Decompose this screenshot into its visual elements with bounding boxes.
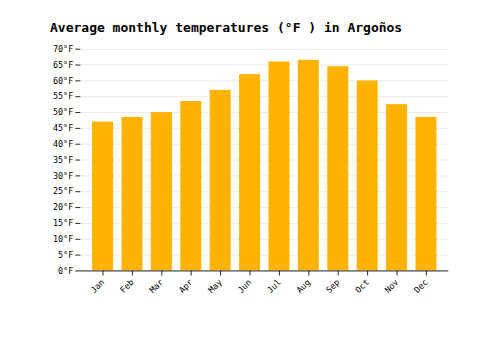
svg-text:55°F: 55°F	[53, 91, 73, 101]
svg-text:May: May	[206, 277, 224, 295]
html-text:Average monthly temperatures (: Average monthly temperatures (°F ) in Ar…	[50, 20, 403, 35]
svg-text:Apr: Apr	[177, 277, 195, 295]
svg-text:10°F: 10°F	[53, 234, 73, 244]
svg-text:15°F: 15°F	[53, 218, 73, 228]
svg-text:50°F: 50°F	[53, 107, 73, 117]
svg-text:Sep: Sep	[324, 277, 342, 295]
svg-text:5°F: 5°F	[58, 250, 73, 260]
svg-text:35°F: 35°F	[53, 155, 73, 165]
svg-text:30°F: 30°F	[53, 171, 73, 181]
svg-text:Feb: Feb	[118, 277, 136, 295]
svg-text:Mar: Mar	[147, 277, 165, 295]
svg-text:Oct: Oct	[353, 277, 371, 295]
svg-text:Aug: Aug	[294, 277, 312, 295]
svg-text:Jan: Jan	[89, 277, 107, 295]
svg-text:20°F: 20°F	[53, 202, 73, 212]
svg-text:Jun: Jun	[236, 277, 254, 295]
svg-text:60°F: 60°F	[53, 76, 73, 86]
svg-text:65°F: 65°F	[53, 60, 73, 70]
svg-text:40°F: 40°F	[53, 139, 73, 149]
svg-text:70°F: 70°F	[53, 44, 73, 54]
svg-text:45°F: 45°F	[53, 123, 73, 133]
svg-text:Jul: Jul	[265, 277, 283, 295]
svg-text:Nov: Nov	[383, 277, 401, 295]
svg-text:0°F: 0°F	[58, 266, 73, 276]
svg-text:Dec: Dec	[412, 277, 430, 295]
svg-text:25°F: 25°F	[53, 186, 73, 196]
